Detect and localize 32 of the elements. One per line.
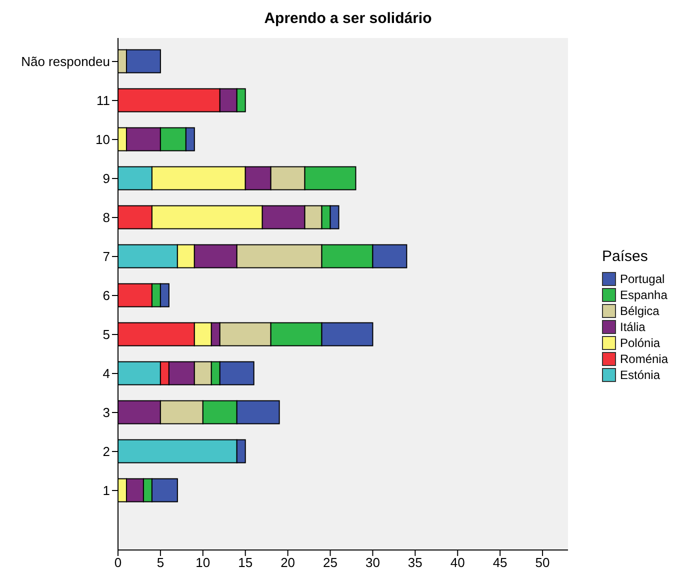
legend-label: Itália	[620, 320, 646, 334]
legend-label: Portugal	[620, 272, 665, 286]
y-tick-label: 2	[102, 444, 110, 460]
x-tick-label: 0	[114, 555, 122, 570]
y-tick-label: 5	[102, 327, 110, 342]
y-tick-label: 7	[102, 249, 110, 264]
y-tick-label: 6	[102, 288, 110, 304]
y-tick-label: Não respondeu	[21, 54, 110, 70]
y-tick-label: 1	[102, 483, 110, 498]
legend-label: Bélgica	[620, 304, 660, 318]
x-tick-label: 50	[535, 555, 550, 570]
legend-label: Roménia	[620, 352, 668, 366]
legend-label: Polónia	[620, 336, 660, 350]
x-tick-label: 30	[365, 555, 380, 570]
x-tick-label: 25	[323, 555, 338, 570]
legend-label: Espanha	[620, 288, 668, 302]
x-tick-label: 40	[450, 555, 465, 570]
y-tick-label: 3	[102, 405, 110, 420]
x-tick-label: 10	[196, 555, 210, 570]
y-tick-label: 11	[96, 93, 110, 108]
x-tick-label: 20	[280, 555, 296, 570]
chart-title: Aprendo a ser solidário	[263, 10, 433, 27]
y-tick-label: 8	[102, 210, 110, 226]
y-tick-label: 9	[102, 171, 110, 186]
x-tick-label: 35	[408, 555, 422, 570]
x-tick-label: 15	[238, 555, 253, 570]
x-tick-label: 5	[156, 555, 164, 570]
y-tick-label: 4	[102, 366, 110, 382]
legend-title: Países	[602, 248, 649, 265]
x-tick-label: 45	[492, 555, 508, 570]
legend-label: Estónia	[620, 368, 660, 382]
y-tick-label: 10	[96, 132, 110, 148]
